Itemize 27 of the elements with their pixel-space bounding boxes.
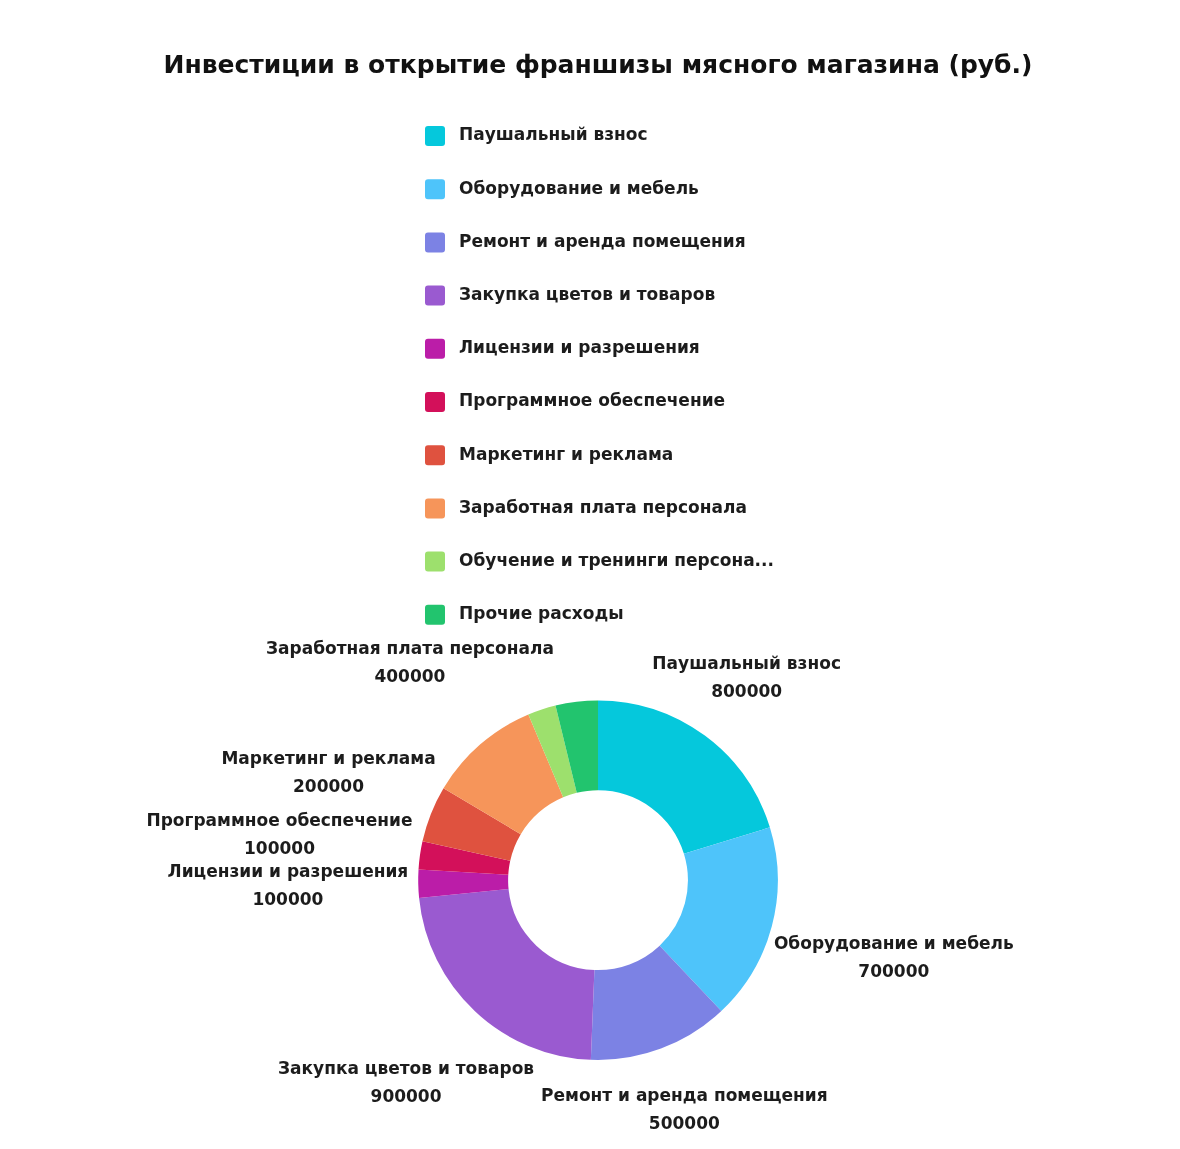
legend-label: Паушальный взнос bbox=[459, 124, 648, 145]
slice-label: Паушальный взнос bbox=[652, 653, 841, 674]
data-label: 100000 bbox=[244, 838, 316, 858]
legend-label: Ремонт и аренда помещения bbox=[459, 230, 746, 251]
legend-label: Маркетинг и реклама bbox=[459, 443, 674, 464]
slice-label: Закупка цветов и товаров bbox=[277, 1058, 535, 1079]
slice-label: Лицензии и разрешения bbox=[167, 860, 409, 881]
data-label: 200000 bbox=[293, 775, 365, 796]
legend-label: Лицензии и разрешения bbox=[459, 337, 700, 358]
legend-label: Закупка цветов и товаров bbox=[459, 284, 716, 305]
data-label: 800000 bbox=[711, 681, 783, 702]
slice-label: Ремонт и аренда помещения bbox=[540, 1085, 828, 1106]
data-label: 400000 bbox=[374, 666, 446, 687]
chart-title: Инвестиции в открытие франшизы мясного магазина (руб.) bbox=[163, 49, 1033, 79]
data-label: 500000 bbox=[648, 1113, 720, 1134]
legend-label: Заработная плата персонала bbox=[459, 496, 747, 517]
legend-label: Оборудование и мебель bbox=[459, 177, 699, 198]
legend-label: Программное обеспечение bbox=[459, 390, 726, 411]
data-label: 700000 bbox=[858, 960, 930, 981]
legend-label: Прочие расходы bbox=[459, 603, 624, 624]
data-label: 900000 bbox=[370, 1086, 442, 1107]
slice-label: Заработная плата персонала bbox=[265, 638, 554, 659]
slice-label: Маркетинг и реклама bbox=[221, 747, 436, 768]
data-label: 100000 bbox=[252, 888, 324, 909]
legend-label: Обучение и тренинги персона... bbox=[459, 550, 774, 571]
slice-label: Оборудование и мебель bbox=[773, 932, 1014, 953]
slice-label: Программное обеспечение bbox=[146, 810, 413, 830]
